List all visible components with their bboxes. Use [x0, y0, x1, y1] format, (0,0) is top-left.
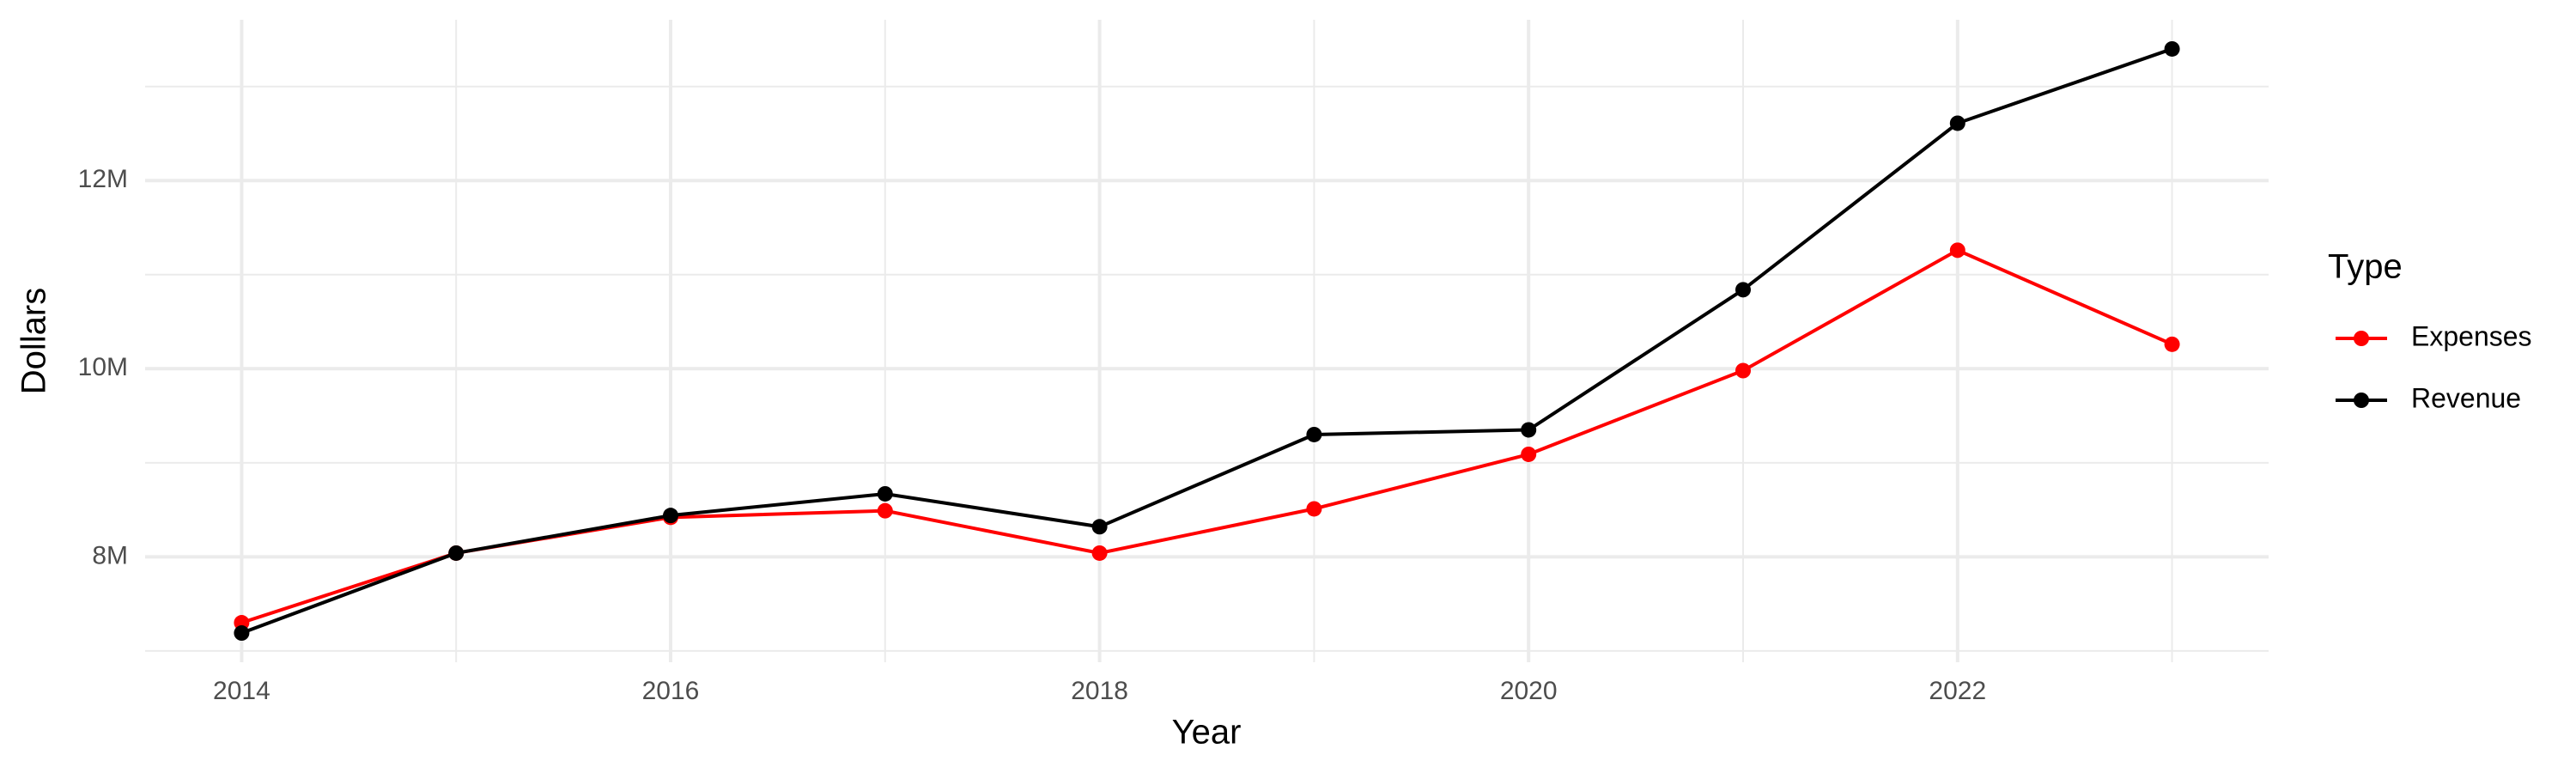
data-point	[2164, 40, 2180, 57]
x-axis-title: Year	[1172, 714, 1242, 752]
data-point	[1735, 282, 1751, 298]
data-point	[1306, 501, 1322, 517]
legend-label: Revenue	[2411, 382, 2521, 413]
legend-key-point	[2354, 393, 2369, 408]
data-point	[1521, 422, 1537, 438]
legend-label: Expenses	[2411, 320, 2532, 351]
y-tick-label: 12M	[78, 165, 128, 193]
data-point	[448, 545, 465, 561]
x-tick-label: 2022	[1929, 677, 1986, 705]
data-point	[663, 508, 679, 524]
x-tick-label: 2020	[1500, 677, 1558, 705]
data-point	[234, 625, 250, 642]
data-point	[1949, 115, 1965, 131]
x-tick-label: 2018	[1071, 677, 1128, 705]
data-point	[1949, 242, 1965, 259]
data-point	[1091, 545, 1108, 561]
series-line	[240, 47, 2173, 635]
series-line	[240, 248, 2173, 624]
y-tick-label: 10M	[78, 353, 128, 381]
data-point	[1306, 426, 1322, 442]
y-axis-title: Dollars	[15, 288, 53, 394]
legend-key-point	[2354, 331, 2369, 346]
data-point	[1735, 362, 1751, 379]
legend-title: Type	[2328, 248, 2403, 286]
data-point	[1521, 446, 1537, 462]
data-point	[877, 485, 893, 502]
x-tick-label: 2014	[213, 677, 270, 705]
data-point	[2164, 336, 2180, 352]
x-tick-label: 2016	[642, 677, 700, 705]
data-point	[1091, 519, 1108, 535]
data-point	[877, 502, 893, 519]
y-tick-label: 8M	[92, 541, 128, 569]
